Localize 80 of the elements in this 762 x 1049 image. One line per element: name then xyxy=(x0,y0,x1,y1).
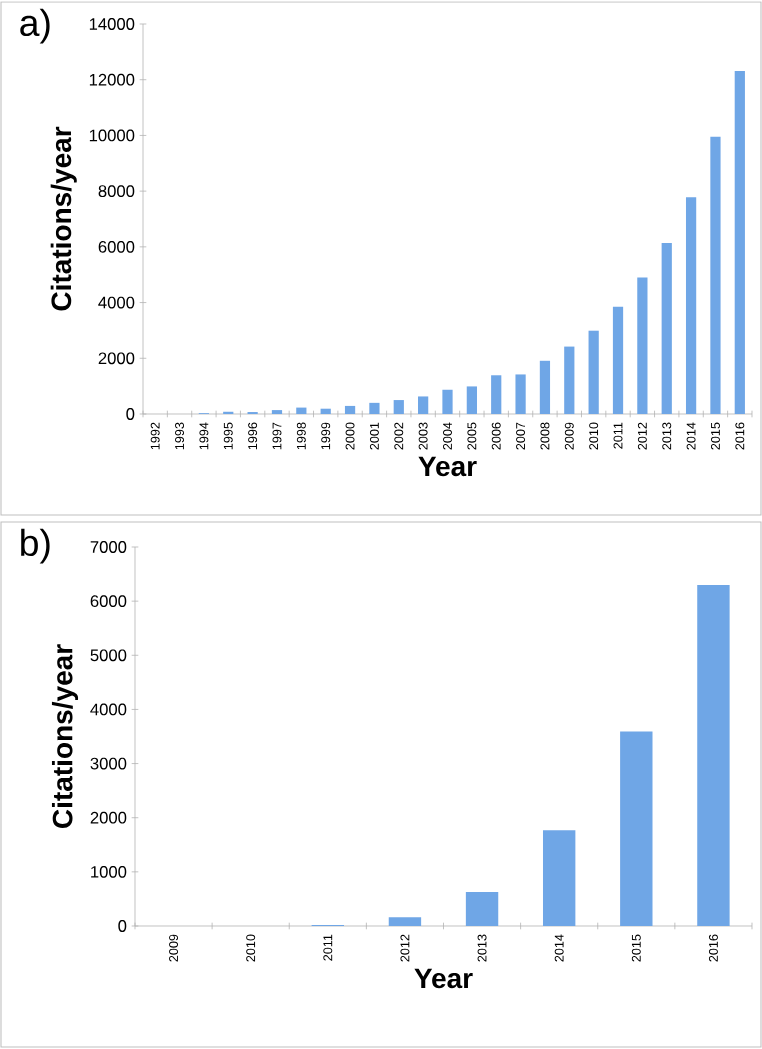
x-tick-label: 2013 xyxy=(477,934,487,962)
x-tick-label: 1999 xyxy=(321,422,331,450)
y-tick-label: 5000 xyxy=(90,649,127,662)
x-tick-label: 1995 xyxy=(223,422,233,450)
bar xyxy=(564,346,575,414)
bar xyxy=(588,330,599,414)
bar xyxy=(442,389,453,414)
y-tick-label: 7000 xyxy=(90,541,127,553)
x-tick-label: 2016 xyxy=(708,934,718,962)
x-tick-label: 1998 xyxy=(296,422,306,450)
bar xyxy=(637,277,648,414)
x-tick-label: 2014 xyxy=(554,934,564,962)
bar xyxy=(491,375,502,414)
y-tick-label: 6000 xyxy=(98,240,135,253)
bar xyxy=(542,830,576,926)
bar xyxy=(271,410,283,414)
x-axis-title: Year xyxy=(414,968,473,989)
x-tick-label: 2006 xyxy=(491,422,501,450)
y-axis-title: Citations/year xyxy=(50,126,77,311)
bar xyxy=(418,396,429,414)
bar xyxy=(465,891,499,926)
x-tick-label: 1993 xyxy=(175,422,185,450)
y-tick-label: 2000 xyxy=(98,352,135,365)
y-tick-label: 14000 xyxy=(89,18,135,30)
x-tick-label: 2000 xyxy=(345,422,355,450)
bar xyxy=(685,197,697,414)
x-tick-label: 2015 xyxy=(631,934,641,962)
y-tick-label: 0 xyxy=(118,920,127,932)
bar xyxy=(710,136,721,414)
x-tick-label: 1994 xyxy=(199,422,209,450)
y-tick-label: 3000 xyxy=(90,757,127,770)
bar xyxy=(515,374,526,414)
x-tick-label: 2002 xyxy=(394,422,404,450)
y-tick-label: 1000 xyxy=(91,865,127,878)
x-tick-label: 2010 xyxy=(589,422,599,450)
x-tick-label: 2005 xyxy=(467,422,477,450)
x-tick-label: 1992 xyxy=(150,422,160,450)
bar xyxy=(661,242,672,414)
y-tick-label: 2000 xyxy=(90,811,127,824)
x-tick-label: 2008 xyxy=(540,422,550,450)
text: a) xyxy=(20,8,50,44)
y-axis-title: Citations/year xyxy=(51,644,79,828)
x-tick-label: 1996 xyxy=(248,422,258,450)
bar xyxy=(539,360,551,414)
x-tick-label: 2012 xyxy=(400,934,410,962)
bar xyxy=(734,71,745,414)
bar xyxy=(369,402,380,414)
y-tick-label: 12000 xyxy=(89,73,135,86)
x-tick-label: 2015 xyxy=(710,422,720,450)
x-tick-label: 2011 xyxy=(323,934,333,961)
x-tick-label: 2010 xyxy=(246,934,256,962)
bar xyxy=(296,407,307,414)
y-tick-label: 0 xyxy=(126,408,135,420)
x-tick-label: 2013 xyxy=(662,422,672,450)
x-tick-label: 2009 xyxy=(169,934,179,962)
bar xyxy=(612,306,624,414)
y-tick-label: 10000 xyxy=(89,129,135,142)
bar xyxy=(320,408,331,414)
x-tick-label: 2001 xyxy=(369,422,379,450)
bar xyxy=(697,584,730,926)
y-tick-label: 4000 xyxy=(98,296,135,309)
y-tick-label: 4000 xyxy=(90,703,127,716)
x-tick-label: 2009 xyxy=(564,422,574,450)
x-tick-label: 2012 xyxy=(637,422,647,450)
x-tick-label: 2003 xyxy=(418,422,428,450)
bar xyxy=(344,405,356,414)
x-tick-label: 2016 xyxy=(735,422,745,450)
bar xyxy=(388,917,422,926)
bar xyxy=(393,400,404,414)
x-tick-label: 2011 xyxy=(613,422,623,449)
x-tick-label: 2004 xyxy=(443,422,452,450)
text: b) xyxy=(21,528,50,564)
x-tick-label: 2014 xyxy=(686,422,696,450)
bar xyxy=(620,731,653,926)
y-tick-label: 8000 xyxy=(98,185,135,198)
x-tick-label: 1997 xyxy=(272,422,282,450)
bar xyxy=(466,386,477,414)
y-tick-label: 6000 xyxy=(90,595,127,608)
x-axis-title: Year xyxy=(418,456,477,477)
x-tick-label: 2007 xyxy=(516,422,526,450)
